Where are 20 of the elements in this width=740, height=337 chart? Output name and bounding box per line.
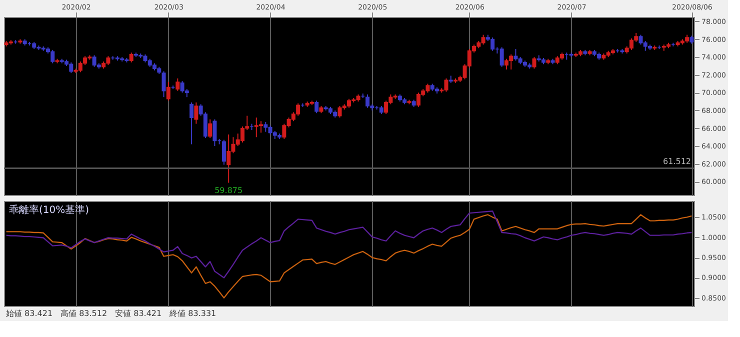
candlestick xyxy=(166,81,170,102)
candlestick xyxy=(532,56,536,70)
candlestick xyxy=(226,134,231,184)
candlestick xyxy=(190,102,194,145)
candlestick xyxy=(500,46,504,68)
candlestick xyxy=(162,70,166,98)
candlestick xyxy=(129,52,134,63)
candlestick xyxy=(208,118,212,139)
chart-title: 乖離率(10%基準) xyxy=(9,204,90,216)
candlestick xyxy=(194,102,198,124)
candlestick xyxy=(222,139,226,166)
candlestick xyxy=(384,100,388,115)
candlestick xyxy=(366,94,370,108)
line-series xyxy=(6,214,692,299)
candlestick xyxy=(176,78,180,92)
candlestick xyxy=(212,118,217,147)
candlestick xyxy=(314,100,319,114)
annotation: 59.875 xyxy=(214,186,243,195)
ref-line-label: 61.512 xyxy=(663,157,691,166)
text: 始値 83.421 高値 83.512 安値 83.421 終値 83.331 xyxy=(6,309,216,318)
